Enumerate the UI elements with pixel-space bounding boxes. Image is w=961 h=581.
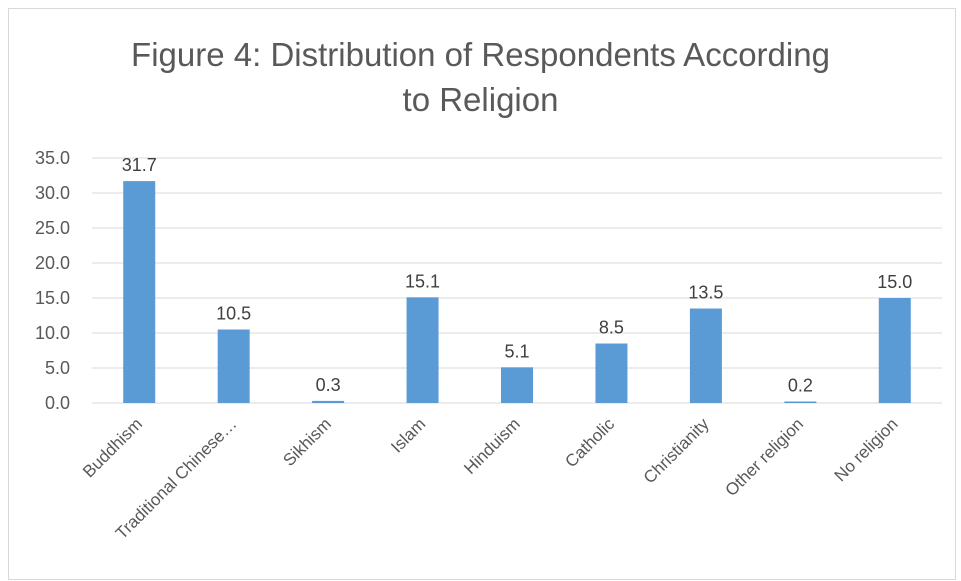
bar: [406, 297, 439, 403]
bar: [878, 298, 911, 403]
y-tick-label: 30.0: [35, 183, 70, 203]
bar: [123, 181, 156, 403]
x-category-label: Sikhism: [279, 414, 335, 470]
chart-title: Figure 4: Distribution of Respondents Ac…: [0, 32, 961, 122]
x-category-label: Other religion: [722, 414, 808, 500]
y-tick-label: 35.0: [35, 148, 70, 168]
data-label: 5.1: [504, 341, 529, 361]
data-label: 0.3: [316, 375, 341, 395]
y-tick-label: 10.0: [35, 323, 70, 343]
y-tick-label: 5.0: [45, 358, 70, 378]
y-tick-label: 0.0: [45, 393, 70, 413]
data-label: 15.1: [405, 271, 440, 291]
bar: [501, 367, 533, 403]
chart-title-line-2: to Religion: [402, 81, 559, 118]
x-category-label: Hinduism: [460, 414, 524, 478]
y-tick-label: 20.0: [35, 253, 70, 273]
y-tick-label: 15.0: [35, 288, 70, 308]
chart-frame: [8, 8, 956, 580]
y-axis-tick-labels: 0.0 5.0 10.0 15.0 20.0 25.0 30.0 35.0: [35, 148, 70, 413]
data-label: 8.5: [599, 318, 624, 338]
x-category-label: Christianity: [640, 414, 713, 487]
data-label: 31.7: [122, 155, 157, 175]
data-label: 10.5: [216, 304, 251, 324]
bars: [123, 181, 911, 403]
bar: [689, 308, 722, 403]
x-category-label: Buddhism: [79, 414, 146, 481]
data-label: 13.5: [688, 283, 723, 303]
y-tick-label: 25.0: [35, 218, 70, 238]
data-label: 0.2: [788, 376, 813, 396]
bar: [595, 343, 628, 403]
chart-title-line-1: Figure 4: Distribution of Respondents Ac…: [131, 36, 830, 73]
x-category-label: Islam: [387, 414, 429, 456]
data-label: 15.0: [877, 272, 912, 292]
x-category-label: No religion: [831, 414, 902, 485]
data-labels: 31.7 10.5 0.3 15.1 5.1 8.5 13.5 0.2 15.0: [122, 155, 913, 395]
bar: [784, 401, 817, 403]
x-category-label: Catholic: [561, 414, 618, 471]
bar: [312, 400, 345, 403]
bar: [217, 329, 250, 403]
